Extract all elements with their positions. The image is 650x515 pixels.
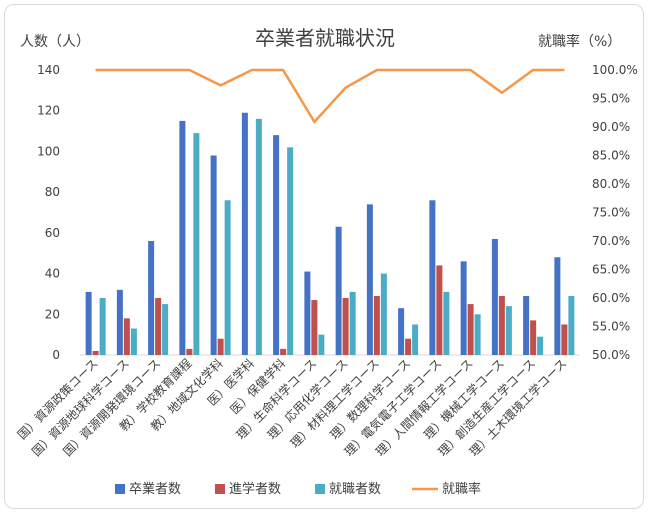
bar bbox=[99, 298, 106, 355]
legend-label: 卒業者数 bbox=[129, 481, 181, 497]
bar bbox=[405, 338, 412, 355]
legend-swatch bbox=[315, 484, 325, 494]
legend-swatch bbox=[215, 484, 225, 494]
plot-area: 0 20 40 60 80 100 120 140 50.0% 55.0% 60.0% 65.0% 70… bbox=[15, 63, 638, 459]
bar bbox=[193, 133, 200, 355]
bar bbox=[241, 112, 248, 355]
bar bbox=[85, 291, 92, 355]
bar bbox=[342, 298, 349, 355]
left-axis-label: 人数（人） bbox=[20, 34, 90, 50]
y-right-tick-label: 70.0% bbox=[592, 234, 630, 248]
y-left-tick-label: 40 bbox=[45, 267, 60, 281]
bar bbox=[429, 200, 436, 355]
bar bbox=[530, 320, 537, 355]
y-left-tick-label: 0 bbox=[52, 348, 60, 362]
bar bbox=[217, 338, 224, 355]
legend-swatch bbox=[115, 484, 125, 494]
bar bbox=[335, 226, 342, 355]
y-right-tick-label: 100.0% bbox=[592, 63, 638, 77]
bar bbox=[505, 306, 512, 355]
bar bbox=[366, 204, 373, 355]
series-line bbox=[95, 68, 565, 124]
chart-title: 卒業者就職状況 bbox=[255, 26, 395, 50]
y-right-tick-label: 75.0% bbox=[592, 206, 630, 220]
bar bbox=[373, 295, 380, 355]
bar bbox=[561, 324, 568, 355]
bar bbox=[210, 155, 217, 355]
bar bbox=[349, 291, 356, 355]
legend-label: 進学者数 bbox=[229, 481, 281, 497]
bar bbox=[280, 348, 287, 355]
bar bbox=[162, 304, 169, 355]
y-right-tick-label: 85.0% bbox=[592, 149, 630, 163]
bar bbox=[148, 241, 155, 355]
bar bbox=[398, 308, 405, 355]
bar bbox=[304, 271, 311, 355]
right-axis-label: 就職率（%） bbox=[538, 33, 621, 50]
bar bbox=[179, 120, 186, 356]
bar bbox=[116, 289, 123, 355]
legend-label: 就職率 bbox=[442, 481, 481, 497]
bar bbox=[412, 324, 419, 355]
y-right-tick-label: 90.0% bbox=[592, 120, 630, 134]
bar bbox=[498, 295, 505, 355]
bar bbox=[130, 328, 137, 355]
y-left-tick-label: 60 bbox=[45, 226, 60, 240]
chart-frame bbox=[4, 4, 644, 509]
y-right-tick-label: 65.0% bbox=[592, 263, 630, 277]
bar bbox=[554, 257, 561, 355]
bar bbox=[155, 298, 162, 355]
bar bbox=[474, 314, 481, 355]
bar bbox=[273, 135, 280, 355]
y-right-tick-label: 55.0% bbox=[592, 320, 630, 334]
legend: 卒業者数 進学者数 就職者数 就職率 bbox=[115, 481, 481, 497]
y-right-tick-label: 95.0% bbox=[592, 92, 630, 106]
bar bbox=[491, 238, 498, 355]
legend-label: 就職者数 bbox=[329, 482, 381, 497]
bar bbox=[523, 295, 530, 355]
bar bbox=[92, 350, 99, 355]
bar bbox=[568, 295, 575, 355]
y-right-tick-label: 50.0% bbox=[592, 348, 630, 362]
bar bbox=[123, 318, 130, 355]
y-left-tick-label: 140 bbox=[37, 63, 60, 77]
y-left-tick-label: 120 bbox=[37, 104, 60, 118]
bar bbox=[318, 334, 325, 355]
bar bbox=[537, 336, 544, 355]
bar bbox=[186, 348, 193, 355]
bar bbox=[311, 300, 318, 355]
y-right-tick-label: 60.0% bbox=[592, 291, 630, 305]
bar bbox=[436, 265, 443, 355]
y-right-tick-label: 80.0% bbox=[592, 177, 630, 191]
y-left-tick-label: 80 bbox=[45, 185, 60, 199]
bar bbox=[380, 273, 387, 355]
y-left-tick-label: 100 bbox=[37, 144, 60, 158]
bar bbox=[224, 200, 231, 355]
bar bbox=[287, 147, 294, 355]
bar bbox=[443, 291, 450, 355]
y-left-tick-label: 20 bbox=[45, 307, 60, 321]
bar bbox=[460, 261, 467, 355]
bar bbox=[255, 118, 262, 355]
bar bbox=[467, 304, 474, 355]
